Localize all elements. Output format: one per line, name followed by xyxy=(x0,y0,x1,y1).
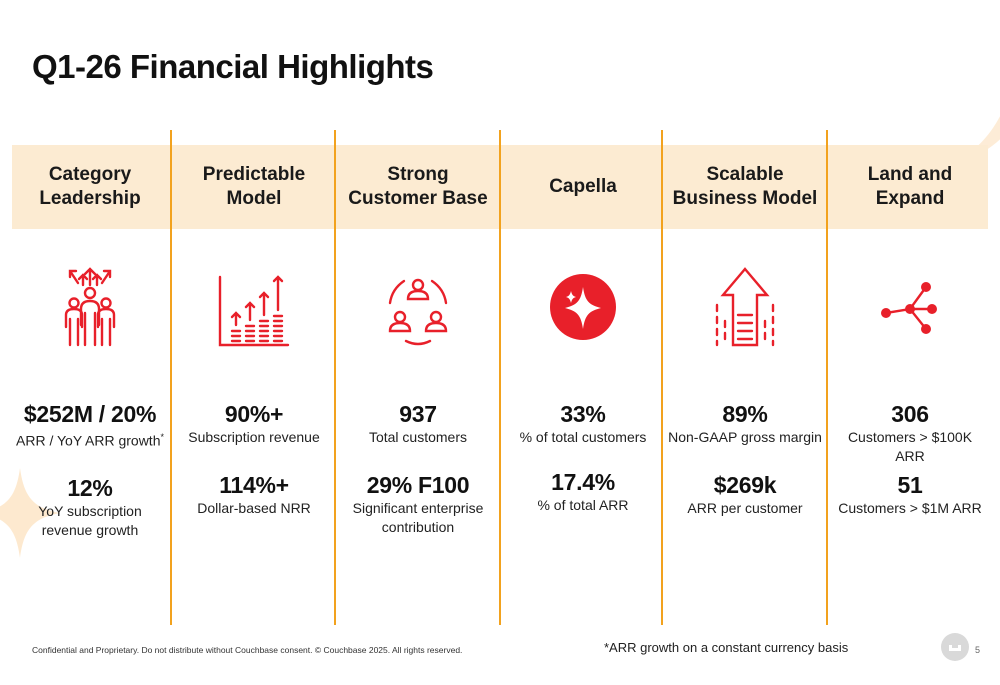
metric-primary: 90%+ Subscription revenue xyxy=(172,400,336,447)
metric-label: Significant enterprise contribution xyxy=(352,500,484,535)
metric-primary: 306 Customers > $100K ARR xyxy=(828,400,992,466)
branching-nodes-icon xyxy=(881,282,937,334)
metric-label: Customers > $1M ARR xyxy=(838,500,982,516)
metric-label: Non-GAAP gross margin xyxy=(668,429,822,445)
highlight-column-capella: Capella 33% % of total customers 17.4% %… xyxy=(501,130,665,625)
metric-secondary: 29% F100 Significant enterprise contribu… xyxy=(336,471,500,537)
metric-label: % of total customers xyxy=(519,429,647,445)
highlight-column-predictable-model: Predictable Model 90%+ Subscription reve… xyxy=(172,130,336,625)
metric-secondary: 114%+ Dollar-based NRR xyxy=(172,471,336,518)
page-number: 5 xyxy=(975,645,981,655)
highlight-column-scalable-business-model: Scalable Business Model 89% Non-GAAP gro… xyxy=(663,130,827,625)
highlight-column-strong-customer-base: Strong Customer Base 937 Total customers… xyxy=(336,130,500,625)
metric-secondary: 51 Customers > $1M ARR xyxy=(828,471,992,518)
metric-secondary: 12% YoY subscription revenue growth xyxy=(8,474,172,540)
highlight-column-category-leadership: Category Leadership $252M / 20% ARR / Yo… xyxy=(8,130,172,625)
metric-label: Total customers xyxy=(368,429,468,445)
column-divider xyxy=(661,130,663,625)
couchbase-logo-icon xyxy=(941,633,969,661)
column-divider xyxy=(170,130,172,625)
column-heading: Strong Customer Base xyxy=(348,164,488,209)
metric-primary: 937 Total customers xyxy=(336,400,500,447)
column-heading: Capella xyxy=(549,176,617,197)
metric-secondary: $269k ARR per customer xyxy=(663,471,827,518)
decorative-sparkle-icon xyxy=(0,468,60,558)
footnote-marker: * xyxy=(160,432,164,442)
page-title: Q1-26 Financial Highlights xyxy=(32,48,434,85)
metric-value: 51 xyxy=(897,472,923,498)
metric-value: $252M / 20% xyxy=(23,401,157,427)
metric-value: 89% xyxy=(722,401,768,427)
metric-value: $269k xyxy=(713,472,777,498)
column-divider xyxy=(499,130,501,625)
scaling-arrow-icon xyxy=(715,267,775,347)
highlight-column-land-and-expand: Land and Expand 306 Customers > $100K AR… xyxy=(828,130,992,625)
metric-label: YoY subscription revenue growth xyxy=(38,503,142,538)
column-divider xyxy=(826,130,828,625)
column-divider xyxy=(334,130,336,625)
column-heading: Category Leadership xyxy=(39,164,141,209)
capella-sparkle-icon xyxy=(550,274,616,340)
team-growth-icon xyxy=(64,267,116,347)
metric-label: ARR / YoY ARR growth* xyxy=(16,432,164,449)
metric-primary: $252M / 20% ARR / YoY ARR growth* xyxy=(8,400,172,451)
metric-value: 12% xyxy=(67,475,113,501)
metric-label: ARR per customer xyxy=(687,500,803,516)
column-heading: Scalable Business Model xyxy=(672,164,818,209)
column-heading: Predictable Model xyxy=(202,164,306,209)
metric-primary: 89% Non-GAAP gross margin xyxy=(663,400,827,447)
metric-value: 114%+ xyxy=(219,472,289,498)
metric-label: Subscription revenue xyxy=(188,429,320,445)
metric-primary: 33% % of total customers xyxy=(501,400,665,447)
metric-value: 90%+ xyxy=(224,401,284,427)
metric-label: Customers > $100K ARR xyxy=(847,429,973,464)
metric-value: 29% F100 xyxy=(366,472,470,498)
column-heading: Land and Expand xyxy=(867,164,953,209)
metric-secondary: 17.4% % of total ARR xyxy=(501,468,665,515)
confidentiality-notice: Confidential and Proprietary. Do not dis… xyxy=(32,645,463,655)
metric-value: 33% xyxy=(560,401,606,427)
customer-network-icon xyxy=(388,278,448,346)
metric-label: % of total ARR xyxy=(537,497,629,513)
footnote: *ARR growth on a constant currency basis xyxy=(604,640,849,655)
metric-value: 937 xyxy=(399,401,437,427)
metric-label: Dollar-based NRR xyxy=(197,500,311,516)
metric-value: 17.4% xyxy=(551,469,615,495)
bar-chart-growth-icon xyxy=(218,275,290,347)
metric-value: 306 xyxy=(891,401,929,427)
